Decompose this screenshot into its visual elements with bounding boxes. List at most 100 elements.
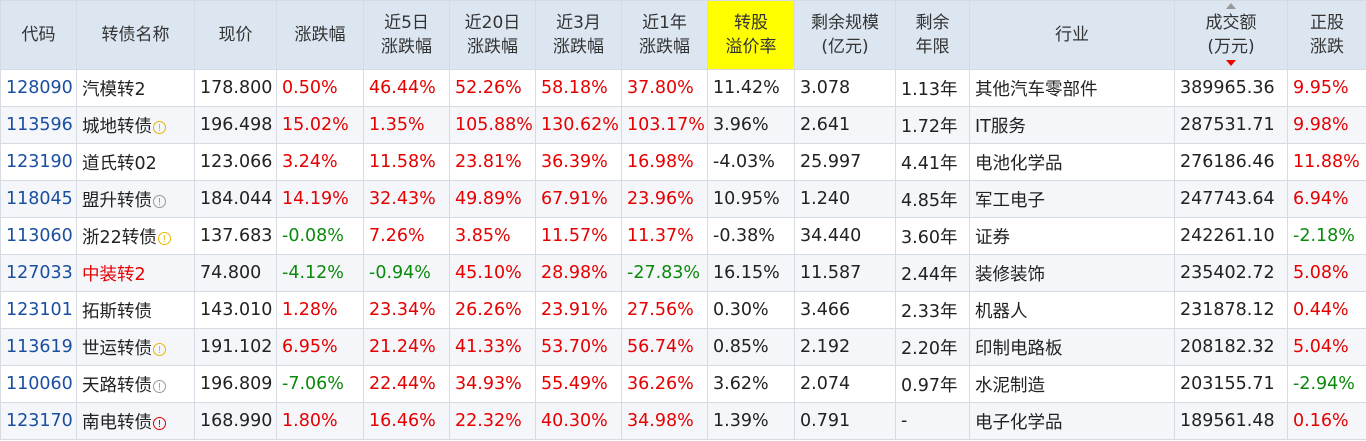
- table-row[interactable]: 113060 浙22转债! 137.683 -0.08% 7.26% 3.85% 11.57…: [0, 217, 1366, 255]
- cell-chg-5d: 16.46%: [363, 402, 450, 440]
- cell-code[interactable]: 123101: [0, 291, 77, 329]
- table-row[interactable]: 123101 拓斯转债 143.010 1.28% 23.34% 26.26% 23.91%…: [0, 291, 1366, 329]
- cell-turnover: 389965.36: [1174, 69, 1288, 107]
- column-header-years[interactable]: 剩余 年限: [895, 0, 970, 70]
- bond-name[interactable]: 盟升转债: [82, 190, 152, 211]
- bond-name[interactable]: 世运转债: [82, 338, 152, 359]
- cell-name[interactable]: 汽模转2: [76, 69, 195, 107]
- table-row[interactable]: 118045 盟升转债! 184.044 14.19% 32.43% 49.89% 67.9…: [0, 180, 1366, 218]
- cell-chg-3m: 40.30%: [535, 402, 622, 440]
- cell-code[interactable]: 123170: [0, 402, 77, 440]
- cell-industry: 电子化学品: [969, 402, 1175, 440]
- cell-chg-20d: 3.85%: [449, 217, 536, 255]
- cell-price: 168.990: [194, 402, 277, 440]
- cell-chg-1y: 34.98%: [621, 402, 708, 440]
- cell-price: 123.066: [194, 143, 277, 181]
- cell-name[interactable]: 天路转债!: [76, 365, 195, 403]
- cell-chg-5d: -0.94%: [363, 254, 450, 292]
- column-header-chg-20d[interactable]: 近20日 涨跌幅: [449, 0, 536, 70]
- cell-premium: 1.39%: [707, 402, 795, 440]
- cell-name[interactable]: 中装转2: [76, 254, 195, 292]
- cell-years: 2.33年: [895, 291, 970, 329]
- cell-premium: 10.95%: [707, 180, 795, 218]
- column-header-name[interactable]: 转债名称: [76, 0, 195, 70]
- cell-years: 2.44年: [895, 254, 970, 292]
- table-row[interactable]: 123190 道氏转02 123.066 3.24% 11.58% 23.81% 36.39…: [0, 143, 1366, 181]
- cell-scale: 2.192: [794, 328, 896, 366]
- cell-code[interactable]: 118045: [0, 180, 77, 218]
- cell-code[interactable]: 110060: [0, 365, 77, 403]
- cell-chg-20d: 41.33%: [449, 328, 536, 366]
- column-header-chg[interactable]: 涨跌幅: [276, 0, 364, 70]
- cell-chg-3m: 36.39%: [535, 143, 622, 181]
- bond-name[interactable]: 南电转债: [82, 412, 152, 433]
- bond-name[interactable]: 城地转债: [82, 116, 152, 137]
- table-row[interactable]: 113596 城地转债! 196.498 15.02% 1.35% 105.88% 130.…: [0, 106, 1366, 144]
- cell-name[interactable]: 拓斯转债: [76, 291, 195, 329]
- table-row[interactable]: 123170 南电转债! 168.990 1.80% 16.46% 22.32% 40.30…: [0, 402, 1366, 440]
- cell-premium: 11.42%: [707, 69, 795, 107]
- cell-stock-chg: 9.98%: [1287, 106, 1366, 144]
- column-header-price[interactable]: 现价: [194, 0, 277, 70]
- cell-industry: 军工电子: [969, 180, 1175, 218]
- cell-chg-5d: 7.26%: [363, 217, 450, 255]
- cell-chg: 0.50%: [276, 69, 364, 107]
- column-header-code[interactable]: 代码: [0, 0, 77, 70]
- bond-name[interactable]: 天路转债: [82, 375, 152, 396]
- cell-chg-5d: 23.34%: [363, 291, 450, 329]
- cell-code[interactable]: 127033: [0, 254, 77, 292]
- cell-name[interactable]: 盟升转债!: [76, 180, 195, 218]
- bond-name[interactable]: 道氏转02: [82, 153, 157, 174]
- warning-icon[interactable]: !: [153, 194, 166, 208]
- cell-turnover: 203155.71: [1174, 365, 1288, 403]
- cell-turnover: 235402.72: [1174, 254, 1288, 292]
- cell-name[interactable]: 浙22转债!: [76, 217, 195, 255]
- table-row[interactable]: 127033 中装转2 74.800 -4.12% -0.94% 45.10% 28.98%…: [0, 254, 1366, 292]
- column-header-turnover[interactable]: 成交额 (万元): [1174, 0, 1288, 70]
- cell-price: 196.498: [194, 106, 277, 144]
- column-header-chg-3m[interactable]: 近3月 涨跌幅: [535, 0, 622, 70]
- cell-name[interactable]: 南电转债!: [76, 402, 195, 440]
- cell-chg-3m: 53.70%: [535, 328, 622, 366]
- warning-icon[interactable]: !: [153, 342, 166, 356]
- cell-name[interactable]: 世运转债!: [76, 328, 195, 366]
- cell-scale: 2.641: [794, 106, 896, 144]
- warning-icon[interactable]: !: [153, 120, 166, 134]
- cell-stock-chg: 0.16%: [1287, 402, 1366, 440]
- bond-name[interactable]: 浙22转债: [82, 227, 157, 248]
- cell-scale: 11.587: [794, 254, 896, 292]
- column-header-premium[interactable]: 转股 溢价率: [707, 0, 795, 70]
- table-row[interactable]: 128090 汽模转2 178.800 0.50% 46.44% 52.26% 58.18%…: [0, 69, 1366, 107]
- cell-chg-3m: 28.98%: [535, 254, 622, 292]
- cell-years: 4.41年: [895, 143, 970, 181]
- bond-name[interactable]: 拓斯转债: [82, 301, 152, 322]
- bond-name[interactable]: 中装转2: [82, 264, 146, 285]
- table-row[interactable]: 113619 世运转债! 191.102 6.95% 21.24% 41.33% 53.70…: [0, 328, 1366, 366]
- cell-chg-20d: 49.89%: [449, 180, 536, 218]
- cell-chg-3m: 55.49%: [535, 365, 622, 403]
- cell-price: 196.809: [194, 365, 277, 403]
- cell-scale: 34.440: [794, 217, 896, 255]
- cell-code[interactable]: 113060: [0, 217, 77, 255]
- warning-icon[interactable]: !: [153, 416, 166, 430]
- cell-chg-1y: 27.56%: [621, 291, 708, 329]
- cell-price: 137.683: [194, 217, 277, 255]
- cell-chg-1y: -27.83%: [621, 254, 708, 292]
- cell-code[interactable]: 128090: [0, 69, 77, 107]
- cell-code[interactable]: 123190: [0, 143, 77, 181]
- column-header-chg-1y[interactable]: 近1年 涨跌幅: [621, 0, 708, 70]
- cell-name[interactable]: 道氏转02: [76, 143, 195, 181]
- table-row[interactable]: 110060 天路转债! 196.809 -7.06% 22.44% 34.93% 55.4…: [0, 365, 1366, 403]
- cell-chg-1y: 16.98%: [621, 143, 708, 181]
- column-header-stock-chg[interactable]: 正股 涨跌: [1287, 0, 1366, 70]
- cell-premium: -0.38%: [707, 217, 795, 255]
- cell-name[interactable]: 城地转债!: [76, 106, 195, 144]
- column-header-scale[interactable]: 剩余规模 (亿元): [794, 0, 896, 70]
- warning-icon[interactable]: !: [153, 379, 166, 393]
- cell-code[interactable]: 113596: [0, 106, 77, 144]
- column-header-industry[interactable]: 行业: [969, 0, 1175, 70]
- warning-icon[interactable]: !: [157, 231, 171, 245]
- cell-code[interactable]: 113619: [0, 328, 77, 366]
- column-header-chg-5d[interactable]: 近5日 涨跌幅: [363, 0, 450, 70]
- bond-name[interactable]: 汽模转2: [82, 79, 146, 100]
